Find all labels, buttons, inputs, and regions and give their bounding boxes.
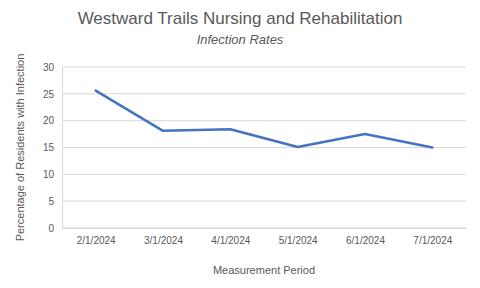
- x-tick: 6/1/2024: [346, 228, 385, 246]
- x-axis-title: Measurement Period: [213, 264, 315, 276]
- x-axis: 2/1/2024 3/1/2024 4/1/2024 5/1/2024 6/1/2024…: [63, 228, 467, 246]
- x-tick-label: 4/1/2024: [211, 235, 250, 246]
- x-tick-label: 5/1/2024: [279, 235, 318, 246]
- background: [0, 0, 480, 288]
- y-tick-label: 30: [43, 62, 55, 73]
- y-tick: 5: [48, 196, 62, 207]
- y-axis-title: Percentage of Residents with Infection: [14, 54, 26, 242]
- line: [96, 91, 433, 148]
- x-axis-line: [63, 228, 467, 229]
- y-tick: 0: [48, 223, 62, 234]
- grid-line: [62, 120, 466, 121]
- y-tick: 10: [43, 169, 62, 180]
- grid-line: [62, 174, 466, 175]
- y-tick-label: 15: [43, 142, 55, 153]
- y-tick-label: 0: [48, 223, 54, 234]
- y-tick-label: 20: [43, 115, 55, 126]
- y-axis-line: [62, 68, 63, 229]
- grid: [62, 67, 466, 228]
- y-tick: 15: [43, 142, 62, 153]
- title: Westward Trails Nursing and Rehabilitati…: [78, 9, 403, 28]
- y-axis: 0 5 10 15 20 25 30: [43, 62, 63, 234]
- plot-area: 0 5 10 15 20 25 30 2/1/2024 3/1/2024 4/1/2024 5/1/…: [43, 62, 467, 246]
- x-tick: 4/1/2024: [211, 228, 250, 246]
- x-tick: 7/1/2024: [413, 228, 452, 246]
- y-tick: 25: [43, 89, 62, 100]
- y-tick-label: 5: [48, 196, 54, 207]
- x-tick: 5/1/2024: [279, 228, 318, 246]
- grid-line: [62, 67, 466, 68]
- y-tick-label: 10: [43, 169, 55, 180]
- x-tick: 3/1/2024: [144, 228, 183, 246]
- y-tick-label: 25: [43, 89, 55, 100]
- grid-line: [62, 147, 466, 148]
- x-tick-label: 6/1/2024: [346, 235, 385, 246]
- x-tick-label: 2/1/2024: [77, 235, 116, 246]
- series-group: [96, 91, 433, 148]
- grid-line: [62, 201, 466, 202]
- grid-line: [62, 93, 466, 94]
- x-tick: 2/1/2024: [77, 228, 116, 246]
- y-tick: 20: [43, 115, 62, 126]
- subtitle: Infection Rates: [197, 32, 284, 47]
- x-tick-label: 7/1/2024: [413, 235, 452, 246]
- x-tick-label: 3/1/2024: [144, 235, 183, 246]
- y-tick: 30: [43, 62, 62, 73]
- grid-line: [62, 228, 466, 229]
- chart: 0 5 10 15 20 25 30 2/1/2024 3/1/2024 4/1/2024 5/1/…: [0, 0, 480, 288]
